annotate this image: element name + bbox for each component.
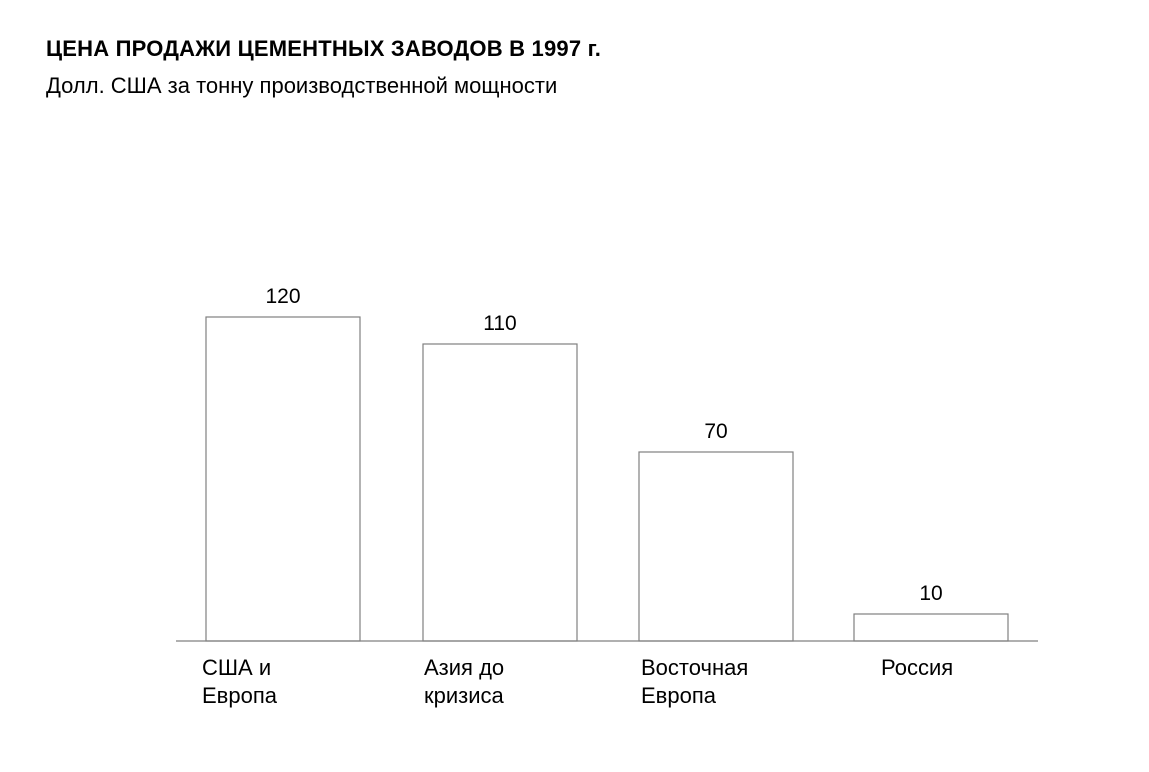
bar-0 (205, 316, 361, 642)
category-label-3: Россия (881, 655, 954, 680)
category-label-0: США и Европа (202, 655, 277, 708)
data-labels-layer: 120 110 70 10 (265, 285, 942, 605)
data-label-1: 110 (483, 312, 516, 335)
bar-3 (853, 613, 1009, 642)
chart-title: ЦЕНА ПРОДАЖИ ЦЕМЕНТНЫХ ЗАВОДОВ В 1997 г. (46, 36, 602, 61)
data-label-0: 120 (265, 285, 300, 308)
bars-layer (205, 316, 1009, 642)
data-label-3: 10 (919, 582, 942, 605)
category-label-2: Восточная Европа (641, 655, 749, 708)
category-label-1: Азия до кризиса (424, 655, 505, 708)
chart-subtitle: Долл. США за тонну производственной мощн… (46, 73, 558, 98)
bar-2 (638, 451, 794, 642)
data-label-2: 70 (704, 420, 727, 443)
bar-1 (422, 343, 578, 642)
